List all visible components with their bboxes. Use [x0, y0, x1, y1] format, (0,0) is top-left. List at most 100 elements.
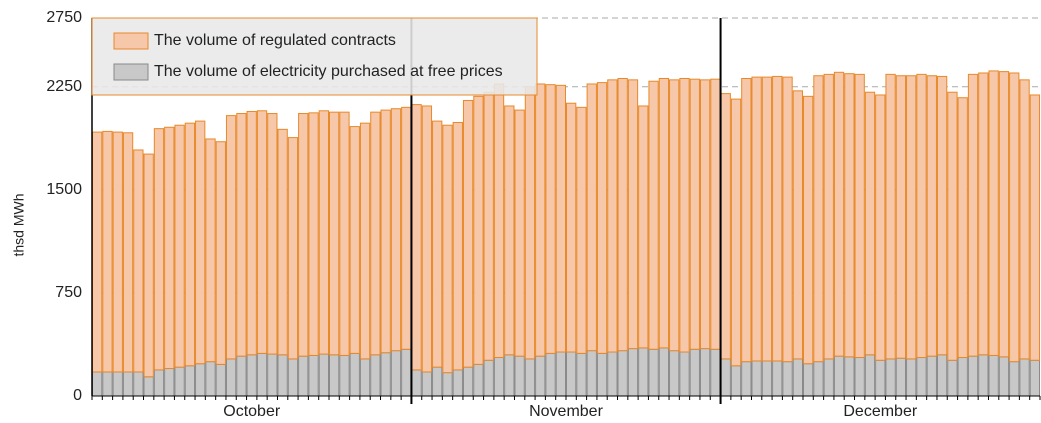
- bar-segment: [627, 79, 639, 350]
- y-tick-label: 1500: [46, 181, 82, 198]
- bar-segment: [195, 120, 206, 365]
- bar-segment: [514, 109, 525, 357]
- bar-segment: [926, 355, 937, 397]
- bar-segment: [586, 83, 597, 352]
- bar-segment: [122, 371, 134, 397]
- x-tick-label: November: [529, 403, 603, 420]
- bar-segment: [988, 354, 999, 397]
- bar-segment: [679, 351, 690, 397]
- bar-segment: [380, 352, 391, 397]
- bar-segment: [566, 351, 577, 397]
- bar-segment: [256, 352, 268, 397]
- bar-segment: [627, 348, 639, 397]
- bar-segment: [741, 361, 752, 397]
- bar-segment: [401, 106, 412, 350]
- bar-segment: [566, 102, 577, 353]
- bar-segment: [318, 353, 329, 397]
- bar-segment: [452, 369, 463, 397]
- bar-segment: [864, 354, 876, 397]
- bar-segment: [906, 75, 917, 360]
- bar-segment: [545, 84, 556, 354]
- bar-segment: [689, 348, 700, 397]
- bar-segment: [803, 95, 814, 365]
- bar-segment: [411, 104, 422, 371]
- bar-segment: [452, 121, 463, 371]
- bar-segment: [699, 348, 711, 397]
- bar-segment: [669, 350, 680, 397]
- bar-segment: [803, 363, 814, 397]
- bar-segment: [359, 122, 371, 360]
- bar-segment: [462, 99, 474, 368]
- bar-segment: [576, 352, 587, 397]
- bar-segment: [195, 363, 206, 397]
- bar-segment: [895, 357, 907, 397]
- legend-swatch: [113, 32, 149, 50]
- bar-segment: [648, 348, 659, 397]
- bar-segment: [658, 347, 670, 397]
- bar-segment: [967, 73, 979, 357]
- bar-segment: [916, 357, 927, 397]
- bar-segment: [1029, 359, 1041, 397]
- bar-segment: [143, 153, 154, 378]
- bar-segment: [1029, 94, 1041, 361]
- bar-segment: [483, 359, 494, 397]
- bar-segment: [617, 77, 628, 352]
- bar-segment: [761, 360, 773, 397]
- bar-segment: [153, 128, 165, 371]
- bar-segment: [586, 350, 597, 397]
- bar-segment: [679, 77, 690, 353]
- bar-segment: [102, 371, 113, 397]
- bar-segment: [524, 358, 536, 397]
- bar-segment: [339, 111, 350, 356]
- bar-segment: [504, 354, 515, 397]
- bar-segment: [432, 120, 443, 368]
- bar-segment: [792, 90, 804, 360]
- bar-segment: [658, 77, 670, 349]
- bar-segment: [988, 70, 999, 356]
- bar-segment: [978, 354, 989, 397]
- bar-segment: [184, 122, 196, 367]
- bar-segment: [421, 105, 433, 373]
- bar-segment: [493, 357, 505, 397]
- bar-segment: [277, 128, 288, 356]
- bar-segment: [617, 350, 628, 397]
- bar-segment: [823, 358, 834, 397]
- bar-segment: [473, 95, 484, 365]
- bar-segment: [215, 141, 226, 365]
- bar-segment: [638, 347, 649, 397]
- x-tick-label: December: [843, 403, 917, 420]
- bar-segment: [936, 354, 948, 397]
- bar-segment: [421, 371, 433, 397]
- bar-segment: [267, 113, 278, 355]
- bar-segment: [524, 86, 536, 360]
- bar-segment: [854, 357, 865, 397]
- bar-segment: [978, 72, 989, 356]
- bar-segment: [504, 105, 515, 356]
- bar-segment: [596, 352, 608, 397]
- bar-segment: [936, 75, 948, 356]
- bar-segment: [916, 73, 927, 359]
- bar-segment: [112, 131, 123, 373]
- bar-segment: [895, 75, 907, 359]
- bar-segment: [112, 371, 123, 397]
- bar-segment: [514, 355, 525, 397]
- bar-segment: [720, 93, 731, 360]
- bar-segment: [772, 360, 783, 397]
- bar-segment: [380, 109, 391, 354]
- bar-segment: [998, 71, 1010, 358]
- bar-segment: [205, 361, 216, 397]
- bar-segment: [298, 113, 309, 357]
- bar-segment: [607, 351, 618, 397]
- bar-segment: [493, 83, 505, 359]
- bar-segment: [638, 105, 649, 349]
- bar-segment: [256, 110, 268, 354]
- bar-segment: [741, 77, 752, 363]
- bar-segment: [215, 363, 226, 397]
- bar-segment: [957, 357, 968, 397]
- legend-label: The volume of electricity purchased at f…: [154, 63, 503, 80]
- bar-segment: [359, 358, 371, 397]
- bar-segment: [298, 355, 309, 397]
- bar-segment: [875, 359, 886, 397]
- bar-segment: [844, 73, 855, 358]
- bar-segment: [102, 130, 113, 373]
